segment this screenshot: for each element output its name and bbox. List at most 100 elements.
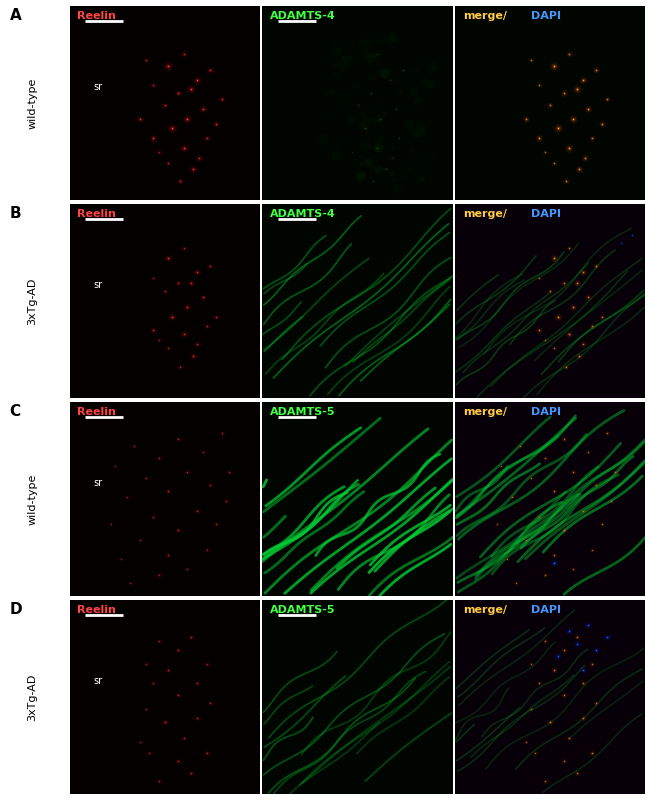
Point xyxy=(597,310,607,323)
Point xyxy=(492,518,502,530)
Point xyxy=(534,677,544,690)
Point xyxy=(186,766,196,779)
Point xyxy=(163,252,174,265)
Point xyxy=(163,663,174,676)
Point xyxy=(186,277,196,290)
Point xyxy=(587,132,597,145)
Point xyxy=(148,79,159,92)
Point xyxy=(416,173,426,186)
Point xyxy=(198,102,208,115)
Point xyxy=(552,310,563,323)
Point xyxy=(179,328,189,341)
Point xyxy=(198,290,208,303)
Point xyxy=(163,342,174,354)
Point xyxy=(198,102,208,115)
Point xyxy=(587,543,597,556)
Point xyxy=(173,432,183,445)
Point xyxy=(558,277,569,290)
Point xyxy=(188,163,198,176)
Point xyxy=(394,84,404,97)
Point xyxy=(591,697,601,710)
Point xyxy=(367,174,378,187)
Point xyxy=(186,766,196,779)
Point xyxy=(587,747,597,760)
Point xyxy=(577,663,588,676)
Point xyxy=(558,277,569,290)
Point xyxy=(163,342,174,354)
Point xyxy=(568,301,578,314)
Point xyxy=(140,54,151,66)
Point xyxy=(154,334,164,346)
Point xyxy=(356,37,367,50)
Point xyxy=(216,426,227,439)
Point xyxy=(371,48,382,61)
Point xyxy=(175,174,185,187)
Point xyxy=(572,277,582,290)
Point xyxy=(530,747,540,760)
Point xyxy=(564,731,575,744)
Point xyxy=(135,534,145,546)
Point xyxy=(549,485,560,498)
Point xyxy=(616,236,626,249)
Point xyxy=(110,459,120,472)
Point xyxy=(574,349,584,362)
Point xyxy=(526,54,536,66)
Point xyxy=(175,174,185,187)
Point xyxy=(540,634,550,647)
Point xyxy=(534,79,544,92)
Point xyxy=(154,146,164,158)
Point xyxy=(173,755,183,768)
Point xyxy=(373,141,384,154)
Point xyxy=(579,151,590,164)
Point xyxy=(129,440,140,453)
Point xyxy=(376,128,386,141)
Point xyxy=(173,755,183,768)
Point xyxy=(135,735,145,748)
Point xyxy=(564,142,575,154)
Point xyxy=(352,98,363,111)
Point xyxy=(587,747,597,760)
Point xyxy=(591,259,601,272)
Point xyxy=(205,259,216,272)
Point xyxy=(140,658,151,670)
Point xyxy=(526,471,536,484)
Point xyxy=(375,112,385,125)
Point xyxy=(534,677,544,690)
Point xyxy=(610,466,620,478)
Point xyxy=(591,63,601,76)
Point xyxy=(175,174,185,187)
Point xyxy=(205,479,216,492)
Point xyxy=(394,132,404,145)
Point xyxy=(173,644,183,657)
Point xyxy=(192,504,202,517)
Point xyxy=(577,712,588,725)
Point xyxy=(376,30,387,42)
Point xyxy=(342,90,352,102)
Point xyxy=(358,109,368,122)
Point xyxy=(346,146,357,158)
Text: merge/: merge/ xyxy=(463,11,507,22)
Point xyxy=(572,83,582,96)
Point xyxy=(148,677,159,690)
Point xyxy=(549,59,560,72)
Point xyxy=(179,142,189,154)
Point xyxy=(179,142,189,154)
Point xyxy=(560,174,571,187)
Point xyxy=(591,259,601,272)
Point xyxy=(188,163,198,176)
Point xyxy=(173,87,183,100)
Point xyxy=(148,324,159,337)
Point xyxy=(159,716,170,729)
Point xyxy=(591,479,601,492)
Point xyxy=(587,658,597,670)
Point xyxy=(163,485,174,498)
Point xyxy=(558,432,569,445)
Point xyxy=(540,774,550,787)
Point xyxy=(507,490,517,503)
Text: B: B xyxy=(10,206,21,221)
Point xyxy=(410,63,421,76)
Point xyxy=(501,553,512,566)
Point xyxy=(224,466,235,478)
Point xyxy=(627,228,638,241)
Point xyxy=(163,157,174,170)
